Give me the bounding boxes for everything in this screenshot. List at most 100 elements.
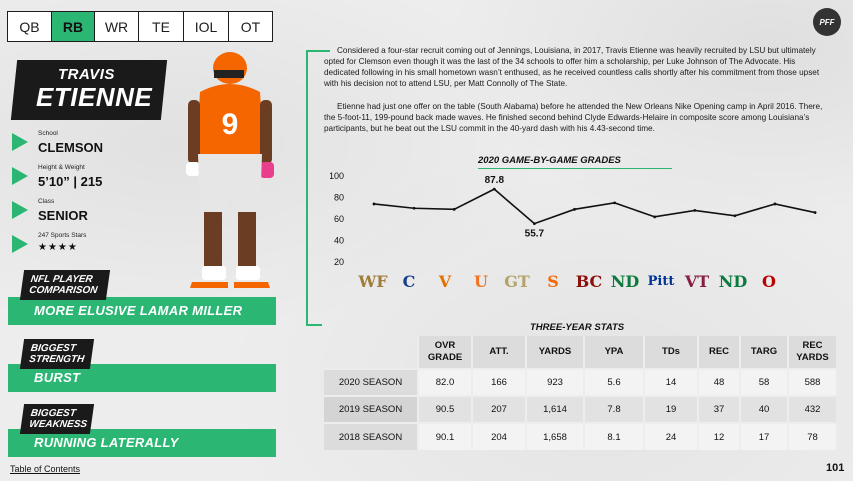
- arrow-icon: [12, 201, 28, 219]
- grade-point: [573, 207, 576, 211]
- stat-cell: 48: [697, 368, 740, 396]
- chart-y-axis: 100 80 60 40 20: [330, 171, 344, 267]
- stat-cell: 588: [787, 368, 836, 396]
- opponent-logo-bc: BC: [575, 271, 603, 291]
- stat-cell: 166: [471, 368, 526, 396]
- tab-te[interactable]: TE: [139, 12, 184, 41]
- tab-iol[interactable]: IOL: [184, 12, 229, 41]
- chart-line-group: 87.8 55.7: [372, 175, 817, 240]
- stats-row-2020: 2020 SEASON 82.0 166 923 5.6 14 48 58 58…: [324, 368, 836, 396]
- star-rating: ★★★★: [38, 242, 78, 253]
- grade-point: [412, 206, 416, 210]
- player-photo: 9: [186, 52, 274, 288]
- grade-annotation: 87.8: [485, 175, 505, 186]
- position-tabs: QB RB WR TE IOL OT: [7, 11, 273, 42]
- weakness-label: BIGGEST WEAKNESS: [19, 404, 95, 434]
- opponent-logo-wf: WF: [358, 271, 388, 291]
- stats-header-rec: REC: [697, 336, 740, 369]
- stats-header-blank: [324, 336, 418, 369]
- y-tick-label: 20: [334, 257, 344, 267]
- arrow-icon: [12, 167, 28, 185]
- tab-ot[interactable]: OT: [240, 18, 261, 35]
- stat-cell: 24: [643, 422, 698, 450]
- opponent-logo-c: C: [402, 271, 416, 291]
- tab-wr[interactable]: WR: [95, 12, 139, 41]
- grade-point: [492, 187, 496, 191]
- season-label: 2019 SEASON: [324, 395, 418, 423]
- opponent-logo-nd: ND: [718, 271, 748, 291]
- opponent-logo-v: V: [438, 271, 452, 291]
- stat-cell: 1,658: [525, 422, 584, 450]
- stats-header-targ: TARG: [739, 336, 788, 369]
- grade-point: [773, 202, 777, 206]
- nfl-comparison-label: NFL PLAYER COMPARISON: [19, 270, 111, 300]
- panel-divider-bottom: [306, 324, 322, 326]
- y-tick-label: 80: [334, 193, 344, 203]
- stat-cell: 90.5: [417, 395, 472, 423]
- player-first-name: TRAVIS: [58, 66, 115, 83]
- strength-value: BURST: [34, 370, 81, 385]
- nfl-comparison-value: MORE ELUSIVE LAMAR MILLER: [34, 303, 243, 318]
- school-label: School: [38, 130, 58, 137]
- grade-point: [533, 222, 536, 226]
- stat-cell: 5.6: [583, 368, 644, 396]
- opponent-logo-nd: ND: [610, 271, 640, 291]
- stat-cell: 90.1: [417, 422, 472, 450]
- stat-cell: 207: [471, 395, 526, 423]
- stats-header-att: ATT.: [471, 336, 526, 369]
- stat-cell: 12: [697, 422, 740, 450]
- grade-point: [372, 202, 376, 206]
- stats-header-row: OVR GRADE ATT. YARDS YPA TDs REC TARG RE…: [324, 336, 836, 369]
- stat-cell: 37: [697, 395, 740, 423]
- tab-rb[interactable]: RB: [52, 12, 95, 41]
- stat-cell: 923: [525, 368, 584, 396]
- stats-row-2018: 2018 SEASON 90.1 204 1,658 8.1 24 12 17 …: [324, 422, 836, 450]
- stats-title: THREE-YEAR STATS: [530, 322, 625, 333]
- stats-header-ypa: YPA: [583, 336, 644, 369]
- y-tick-label: 60: [334, 214, 344, 224]
- arrow-icon: [12, 133, 28, 151]
- season-label: 2020 SEASON: [324, 368, 418, 396]
- opponent-logo-gt: GT: [504, 271, 530, 291]
- grades-line-chart: 100 80 60 40 20 87.8 55.7: [330, 171, 817, 267]
- stat-cell: 78: [787, 422, 836, 450]
- class-value: SENIOR: [38, 208, 88, 223]
- stat-cell: 204: [471, 422, 526, 450]
- grade-point: [733, 214, 737, 218]
- height-weight-label: Height & Weight: [38, 164, 85, 171]
- panel-divider-top: [306, 50, 330, 52]
- player-last-name: ETIENNE: [36, 82, 153, 112]
- school-value: CLEMSON: [38, 140, 103, 155]
- y-tick-label: 100: [330, 171, 344, 181]
- stat-cell: 8.1: [583, 422, 644, 450]
- stats-header-yards: YARDS: [525, 336, 584, 369]
- arrow-icon: [12, 235, 28, 253]
- tab-qb[interactable]: QB: [8, 12, 52, 41]
- panel-divider: [306, 50, 308, 326]
- stat-cell: 17: [739, 422, 788, 450]
- height-weight-value: 5’10” | 215: [38, 174, 103, 189]
- bio-paragraph-1: Considered a four-star recruit coming ou…: [324, 46, 820, 88]
- opponent-logo-u: U: [474, 271, 488, 291]
- season-label: 2018 SEASON: [324, 422, 418, 450]
- opponent-logo-s: S: [547, 271, 559, 291]
- table-of-contents-link[interactable]: Table of Contents: [10, 464, 81, 474]
- strength-label: BIGGEST STRENGTH: [19, 339, 95, 369]
- opponent-logo-vt: VT: [684, 271, 710, 291]
- stats-header-ovr: OVR GRADE: [417, 336, 472, 369]
- grade-point: [613, 201, 616, 205]
- stats-row-2019: 2019 SEASON 90.5 207 1,614 7.8 19 37 40 …: [324, 395, 836, 423]
- stat-cell: 82.0: [417, 368, 472, 396]
- grade-point: [452, 207, 456, 211]
- nfl-comparison-bar: MORE ELUSIVE LAMAR MILLER: [8, 297, 276, 325]
- y-tick-label: 40: [334, 236, 344, 246]
- jersey-number: 9: [222, 108, 239, 141]
- stat-cell: 7.8: [583, 395, 644, 423]
- grade-point: [813, 211, 817, 214]
- stat-cell: 14: [643, 368, 698, 396]
- grade-point: [653, 215, 657, 219]
- stat-cell: 19: [643, 395, 698, 423]
- chart-title: 2020 GAME-BY-GAME GRADES: [478, 155, 621, 166]
- stat-cell: 432: [787, 395, 836, 423]
